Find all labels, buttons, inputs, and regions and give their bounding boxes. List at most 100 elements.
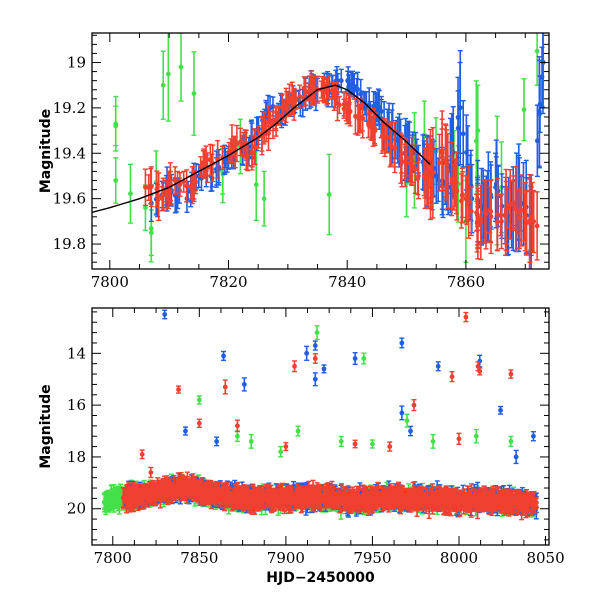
data-point-blue <box>493 152 499 223</box>
data-point-red <box>534 191 540 261</box>
outlier-point-red <box>352 439 358 449</box>
data-point-red <box>240 131 246 156</box>
data-point-red <box>309 73 315 98</box>
data-point-red <box>507 168 513 240</box>
top-plot-frame <box>91 32 550 270</box>
outlier-point-blue <box>241 377 247 392</box>
y-tick-label: 14 <box>67 344 86 362</box>
data-point-red <box>249 138 255 168</box>
outlier-point-blue <box>312 372 318 387</box>
data-point-red <box>515 189 521 235</box>
y-tick-label: 19.6 <box>53 190 86 208</box>
data-point-green <box>261 170 267 227</box>
x-tick-label: 7950 <box>353 549 391 567</box>
outlier-point-green <box>508 435 514 448</box>
outlier-point-blue <box>214 436 220 447</box>
outlier-point-red <box>148 466 154 479</box>
x-tick-label: 8000 <box>440 549 478 567</box>
data-point-red <box>466 165 472 239</box>
outlier-point-blue <box>530 430 536 442</box>
data-point-red <box>198 156 204 178</box>
outlier-point-red <box>196 418 202 428</box>
x-tick-label: 8050 <box>526 549 564 567</box>
outlier-point-green <box>404 413 410 428</box>
outlier-point-red <box>508 369 514 379</box>
data-point-green <box>115 485 121 508</box>
bottom-x-axis-label: HJD−2450000 <box>266 570 375 586</box>
data-point-red <box>192 171 198 191</box>
outlier-point-red <box>234 419 240 433</box>
data-point-blue <box>536 56 542 167</box>
data-point-red <box>522 182 528 252</box>
data-point-red <box>202 150 208 179</box>
outlier-point-blue <box>435 361 441 372</box>
x-tick-label: 7860 <box>447 273 485 291</box>
data-point-red <box>273 107 279 132</box>
data-point-red <box>399 134 405 174</box>
data-point-red <box>291 87 297 121</box>
data-point-red <box>454 160 460 221</box>
outlier-point-red <box>292 360 298 373</box>
data-point-green <box>253 148 259 222</box>
y-tick-label: 20 <box>67 500 86 518</box>
bottom-plot-area <box>101 309 539 521</box>
data-point-green <box>113 157 119 204</box>
data-point-red <box>344 100 350 125</box>
outlier-point-blue <box>408 425 414 437</box>
outlier-point-red <box>456 432 462 445</box>
outlier-point-red <box>387 441 393 452</box>
data-point-red <box>439 118 445 189</box>
outlier-point-blue <box>312 340 318 351</box>
data-point-red <box>427 148 433 204</box>
outlier-point-blue <box>513 449 519 465</box>
y-tick-label: 16 <box>67 396 86 414</box>
outlier-point-green <box>196 395 202 405</box>
model-curve <box>92 84 431 213</box>
outlier-point-blue <box>399 405 405 421</box>
outlier-point-green <box>473 428 479 444</box>
data-point-red <box>184 169 190 203</box>
data-point-red <box>436 133 442 192</box>
top-plot-area <box>92 33 546 269</box>
y-tick-label: 19.4 <box>53 144 86 162</box>
outlier-point-blue <box>162 309 168 320</box>
data-point-red <box>341 92 347 117</box>
data-point-red <box>412 144 418 194</box>
data-point-green <box>326 153 332 236</box>
data-point-red <box>503 180 509 245</box>
data-point-red <box>495 177 501 252</box>
x-tick-label: 7900 <box>267 549 305 567</box>
y-tick-label: 18 <box>67 448 86 466</box>
data-point-green <box>521 78 527 142</box>
x-tick-label: 7800 <box>91 273 129 291</box>
outlier-point-green <box>361 352 367 365</box>
data-point-red <box>301 86 307 107</box>
data-point-red <box>487 186 493 234</box>
outlier-point-green <box>248 433 254 449</box>
data-point-red <box>451 163 457 211</box>
outlier-point-green <box>295 425 301 437</box>
data-point-green <box>109 488 115 497</box>
top-y-axis-label: Magnitude <box>38 109 54 193</box>
data-point-red <box>531 189 537 254</box>
outlier-point-green <box>314 325 320 341</box>
outlier-point-blue <box>321 364 327 374</box>
data-point-red <box>276 105 282 126</box>
outlier-point-red <box>283 441 289 452</box>
outlier-point-green <box>430 433 436 449</box>
outlier-point-green <box>369 439 375 449</box>
data-point-green <box>102 493 108 509</box>
outlier-point-green <box>234 430 240 443</box>
data-point-red <box>142 168 148 207</box>
data-point-red <box>510 175 516 232</box>
data-point-red <box>475 193 481 250</box>
data-point-green <box>113 95 119 152</box>
top-panel: 7800 7820 7840 7860 19 19.2 19.4 19.6 19.8 Magni… <box>38 32 550 291</box>
outlier-point-blue <box>221 350 227 362</box>
data-point-red <box>499 193 505 250</box>
data-point-red <box>408 149 414 185</box>
data-point-blue <box>460 100 466 168</box>
outlier-point-red <box>463 311 469 323</box>
bottom-y-axis-label: Magnitude <box>38 384 54 468</box>
